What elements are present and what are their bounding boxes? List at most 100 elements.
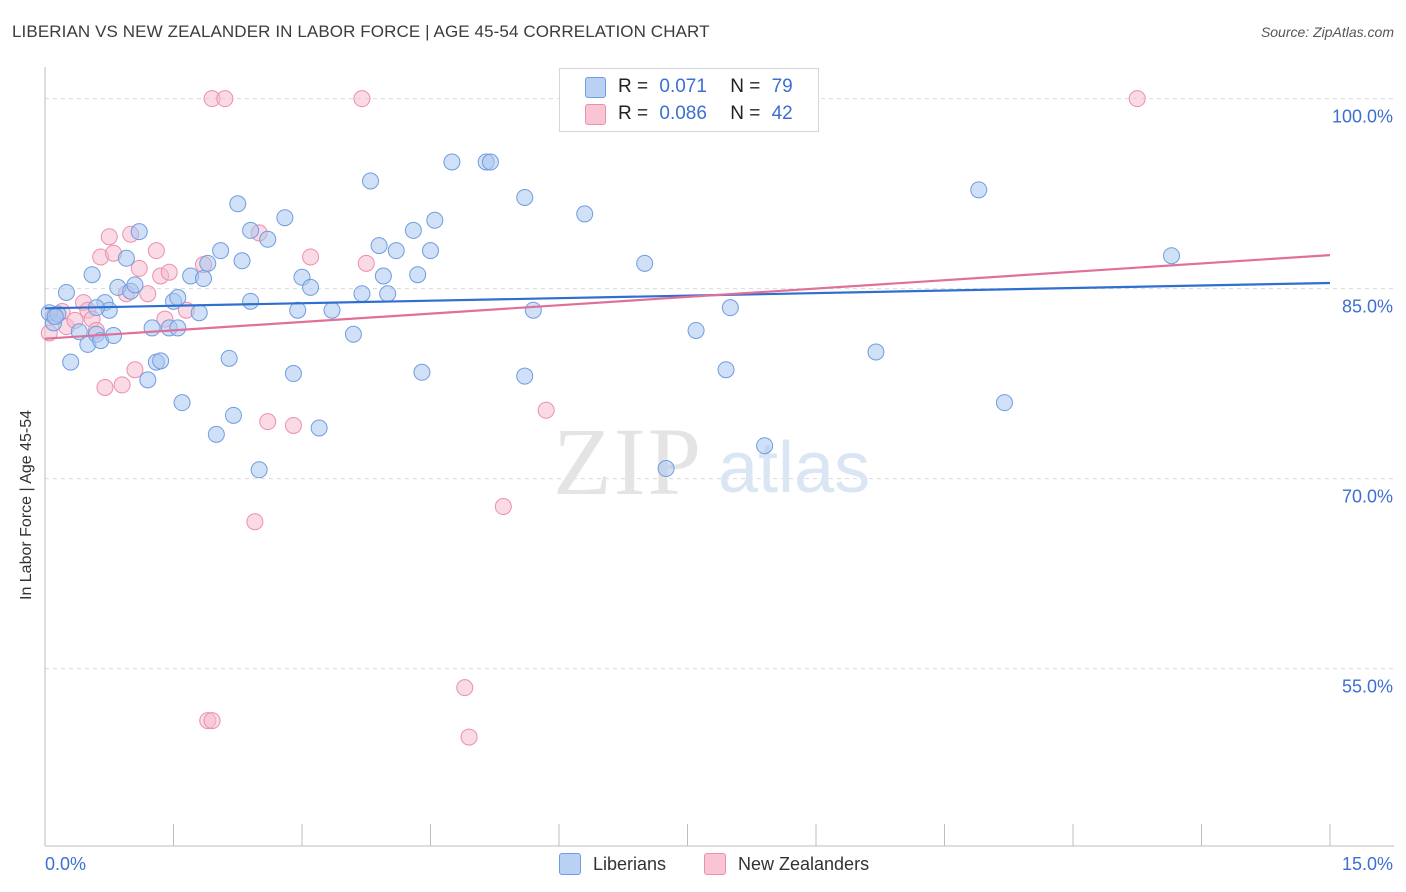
trend-line [44,281,1331,310]
data-point [362,172,380,190]
data-point [289,301,307,319]
data-point [224,406,242,424]
data-point [1163,247,1181,265]
legend-n-label: N = [730,103,761,124]
legend-row-new-zealanders: R = 0.086 N = 42 [585,102,793,126]
data-point [460,728,478,746]
data-point [246,513,264,531]
data-point [284,365,302,383]
data-point [250,461,268,479]
data-point [259,413,277,431]
data-point [867,343,885,361]
data-point [212,242,230,260]
data-point [344,325,362,343]
legend-swatch-new-zealanders [585,104,606,125]
data-point [62,353,80,371]
data-point [404,221,422,239]
data-point [657,460,675,478]
data-point [259,230,277,248]
data-point [100,228,118,246]
data-point [194,270,212,288]
data-point [130,259,148,277]
data-point [413,363,431,381]
data-point [353,285,371,303]
data-point [353,90,371,108]
watermark-atlas: atlas [718,428,870,508]
legend-n-label: N = [730,76,761,97]
trend-lines [44,254,1331,340]
data-point [139,371,157,389]
tick-labels: 55.0% 70.0% 85.0% 100.0% 0.0% 15.0% [45,107,1393,874]
data-point [113,376,131,394]
legend-n-value: 42 [771,103,793,124]
x-tick-label: 0.0% [45,854,86,874]
data-point [721,299,739,317]
data-point [409,266,427,284]
data-point [126,361,144,379]
legend-r-label: R = [618,103,649,124]
data-point [379,285,397,303]
data-point [216,90,234,108]
data-point [229,195,247,213]
data-point [96,378,114,396]
source-label: Source: ZipAtlas.com [1260,24,1394,40]
trend-line [44,254,1331,340]
y-tick-label: 100.0% [1332,107,1393,127]
watermark-zip: ZIP [553,408,703,515]
data-point [756,437,774,455]
data-point [516,188,534,206]
legend-row-liberians: R = 0.071 N = 79 [585,75,793,99]
data-point [537,401,555,419]
correlation-legend: R = 0.071 N = 79 R = 0.086 N = 42 [559,68,819,132]
data-point [83,266,101,284]
data-point [203,712,221,730]
data-point [516,367,534,385]
data-point [284,416,302,434]
data-point [387,242,405,260]
data-point [443,153,461,171]
data-point [576,205,594,223]
data-point [220,349,238,367]
data-point [143,319,161,337]
x-tick-label: 15.0% [1342,854,1393,874]
data-point [524,301,542,319]
data-point [302,278,320,296]
data-point [46,308,64,326]
data-point [139,285,157,303]
data-point [130,223,148,241]
bottom-legend-liberians: Liberians [559,853,666,875]
axes [44,67,1394,847]
data-point [152,352,170,370]
legend-n-value: 79 [771,76,793,97]
y-tick-label: 55.0% [1342,677,1393,697]
legend-r-value: 0.086 [659,103,707,124]
bottom-legend-new-zealanders: New Zealanders [704,853,869,875]
legend-swatch-liberians [585,77,606,98]
data-point [147,242,165,260]
data-point [422,242,439,260]
bottom-legend-label: New Zealanders [738,853,870,874]
bottom-swatch-new-zealanders [704,853,726,875]
data-point [302,248,320,266]
data-point [276,209,294,227]
chart-title: LIBERIAN VS NEW ZEALANDER IN LABOR FORCE… [12,22,710,41]
data-point [323,301,341,319]
data-point [970,181,988,199]
data-point [374,267,392,285]
data-point [126,276,144,294]
data-point [481,153,499,171]
data-point [169,289,187,307]
y-axis-label: In Labor Force | Age 45-54 [18,409,35,600]
data-point [717,361,735,379]
data-point [160,263,178,281]
data-point [494,498,512,516]
data-point [370,237,388,255]
data-point [207,425,225,443]
data-point [199,254,217,272]
data-point [995,394,1013,412]
series-liberians [40,153,1181,479]
data-point [310,419,328,437]
data-point [242,292,260,310]
data-point [242,221,260,239]
y-tick-label: 70.0% [1342,487,1393,507]
